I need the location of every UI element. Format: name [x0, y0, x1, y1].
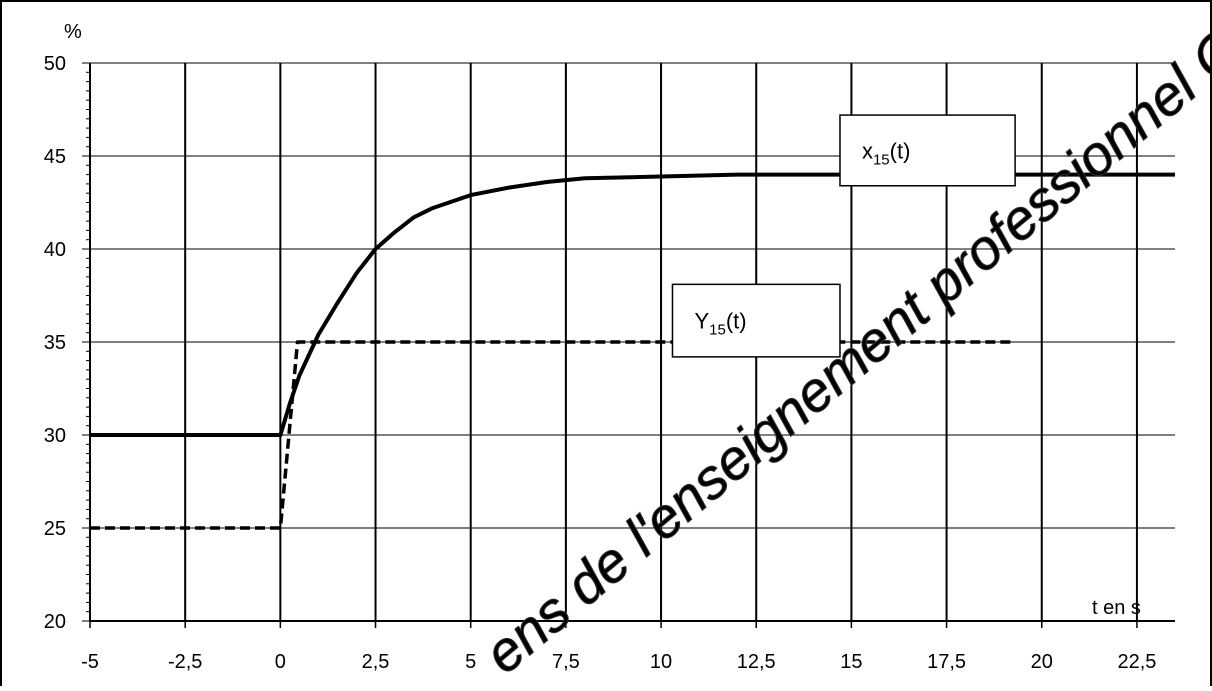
y-axis-label: % — [64, 21, 82, 43]
y-tick-label: 35 — [44, 332, 66, 354]
y-tick-label: 40 — [44, 239, 66, 261]
series-label: x15(t) — [862, 138, 910, 168]
x-tick-label: 7,5 — [552, 651, 580, 673]
x-tick-label: 2,5 — [362, 651, 390, 673]
series-line-y15 — [90, 340, 1016, 530]
x-axis-label: t en s — [1092, 597, 1141, 619]
y-tick-label: 25 — [44, 518, 66, 540]
x-tick-label: 22,5 — [1117, 651, 1156, 673]
series-label-box — [839, 114, 1016, 187]
x-tick-label: 10 — [650, 651, 672, 673]
y-tick-label: 45 — [44, 146, 66, 168]
series-label-boxes: x15(t) Y15(t) — [671, 114, 1016, 358]
y-tick-label: 30 — [44, 425, 66, 447]
x-tick-label: 5 — [465, 651, 476, 673]
x-tick-label: 20 — [1031, 651, 1053, 673]
y-tick-label: 20 — [44, 611, 66, 633]
series-label-box — [671, 283, 841, 358]
x-tick-label: -2,5 — [168, 651, 202, 673]
x-tick-label: 0 — [275, 651, 286, 673]
tick-labels: 20 25 30 35 40 45 50 -5 -2,5 0 2,5 5 7,5 10 12,5 15 17,5… — [44, 53, 1157, 673]
series-lines — [90, 172, 1175, 530]
x-tick-label: 15 — [840, 651, 862, 673]
x-tick-label: 17,5 — [927, 651, 966, 673]
x-tick-label: 12,5 — [737, 651, 776, 673]
y-tick-label: 50 — [44, 53, 66, 75]
series-label: Y15(t) — [694, 309, 746, 339]
x-tick-label: -5 — [81, 651, 99, 673]
axis-labels: % t en s — [64, 21, 1141, 619]
series-line-x15 — [90, 172, 1175, 437]
